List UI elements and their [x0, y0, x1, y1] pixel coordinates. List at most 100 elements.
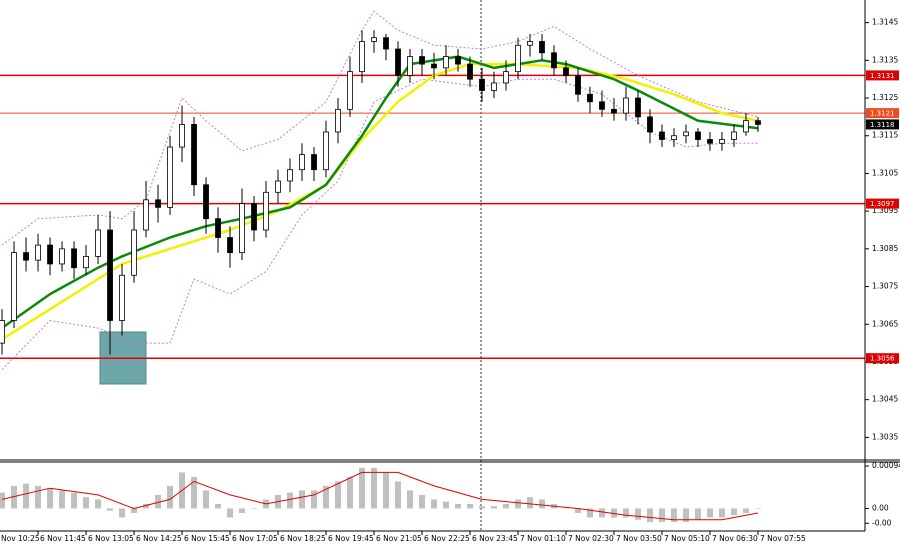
candle-body [287, 169, 293, 182]
candle-body [407, 56, 413, 76]
candle-body [275, 180, 281, 193]
histogram-bar [538, 499, 545, 509]
histogram-bar [646, 508, 653, 522]
candle-body [95, 229, 101, 257]
candle-body [479, 78, 485, 91]
histogram-bar [131, 508, 138, 513]
histogram-bar [730, 508, 737, 516]
x-tick-label: 7 Nov 07:55 [760, 534, 806, 543]
candle-body [143, 199, 149, 231]
histogram-bar [335, 481, 342, 509]
candle-body [659, 131, 665, 140]
histogram-bar [143, 503, 150, 509]
level-label: 1.3056 [870, 355, 895, 363]
histogram-bar [718, 508, 725, 518]
candle-body [539, 41, 545, 54]
candle-body [419, 56, 425, 65]
histogram-bar [466, 503, 473, 509]
plot: 1.31451.31351.31251.31151.31051.30951.30… [0, 10, 900, 543]
candle-body [395, 48, 401, 76]
indicator-line [1, 78, 758, 370]
candle-body [443, 56, 449, 69]
x-tick-label: 6 Nov 14:25 [136, 534, 182, 543]
x-tick-label: 6 Nov 18:25 [280, 534, 326, 543]
candle-body [227, 237, 233, 254]
histogram-bar [251, 508, 258, 509]
histogram-bar [119, 508, 126, 518]
candle-body [467, 63, 473, 80]
candle-body [383, 37, 389, 50]
histogram-bar [610, 508, 617, 518]
x-tick-label: 7 Nov 03:50 [616, 534, 662, 543]
histogram-bar [311, 490, 318, 509]
histogram-bar [347, 476, 354, 509]
y-tick-label: 1.3035 [872, 432, 898, 441]
candle-body [743, 120, 749, 133]
candle-body [323, 131, 329, 171]
candle-body [755, 120, 761, 125]
candle-body [551, 52, 557, 69]
histogram-bar [598, 508, 605, 518]
histogram-bar [35, 485, 42, 509]
histogram-bar [419, 494, 426, 509]
histogram-bar [526, 497, 533, 509]
histogram-bar [71, 492, 78, 509]
candle-body [0, 320, 5, 344]
level-label-box [866, 198, 899, 209]
x-tick-label: 6 Nov 13:05 [88, 534, 134, 543]
histogram-bar [658, 508, 665, 522]
level-label: 1.3118 [870, 121, 895, 129]
candle-body [683, 131, 689, 137]
histogram-bar [742, 508, 749, 513]
histogram-bar [442, 501, 449, 509]
candle-body [263, 191, 269, 231]
x-tick-label: 7 Nov 05:10 [664, 534, 710, 543]
y-tick-label: 1.3045 [872, 395, 898, 404]
histogram-bar [383, 472, 390, 509]
candle-body [179, 124, 185, 148]
candle-body [167, 146, 173, 208]
candle-body [119, 274, 125, 321]
histogram-bar [0, 492, 6, 509]
candle-body [107, 229, 113, 321]
histogram-bar [59, 490, 66, 509]
y-tick-label: 1.3075 [872, 282, 898, 291]
y-tick-label: 1.3125 [872, 93, 898, 102]
candle-body [719, 139, 725, 144]
histogram-bar [155, 494, 162, 509]
histogram-bar [574, 508, 581, 513]
candle-body [599, 101, 605, 110]
candle-body [23, 252, 29, 261]
candle-body [623, 97, 629, 114]
histogram-bar [694, 508, 701, 520]
level-label: 1.3131 [870, 72, 895, 80]
histogram-bar [502, 503, 509, 509]
candle-body [83, 255, 89, 269]
histogram-bar [395, 481, 402, 509]
candle-body [371, 37, 377, 42]
level-label-box [866, 70, 899, 81]
x-tick-label: 6 Nov 21:05 [376, 534, 422, 543]
candle-body [71, 248, 77, 269]
histogram-bar [11, 485, 18, 509]
histogram-bar [359, 467, 366, 509]
histogram-bar [227, 508, 234, 518]
histogram-bar [215, 503, 222, 509]
histogram-bar [682, 508, 689, 522]
candle-body [11, 252, 17, 321]
candle-body [239, 203, 245, 254]
histogram-bar [191, 476, 198, 509]
candle-body [455, 56, 461, 65]
y-tick-label: 1.3065 [872, 319, 898, 328]
y-tick-label: 1.3115 [872, 131, 898, 140]
y-tick-label: -0.00 [872, 518, 892, 527]
candle-body [527, 41, 533, 46]
histogram-bar [490, 506, 497, 509]
y-tick-label: 0.00 [872, 503, 889, 512]
histogram-bar [23, 483, 30, 509]
candle-body [191, 124, 197, 186]
candle-body [215, 218, 221, 238]
histogram-bar [634, 508, 641, 520]
